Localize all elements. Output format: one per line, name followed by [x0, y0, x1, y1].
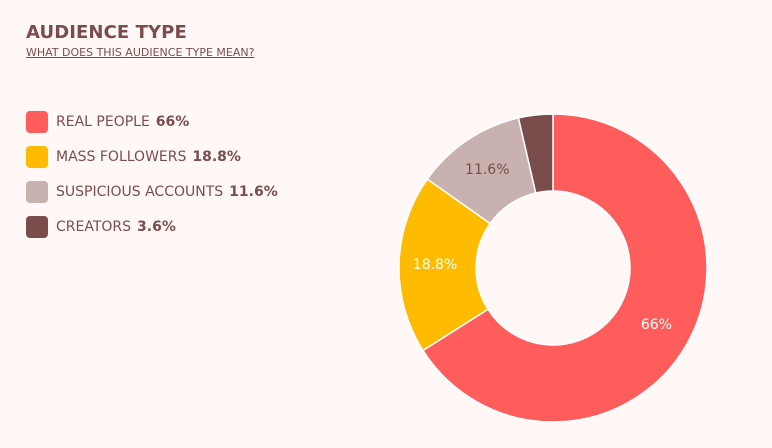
slice-data-label: 66% — [641, 317, 672, 333]
legend-item-mass-followers: MASS FOLLOWERS 18.8% — [26, 145, 278, 169]
legend-item-real-people: REAL PEOPLE 66% — [26, 110, 278, 134]
page-title: AUDIENCE TYPE — [26, 22, 187, 43]
legend-item-creators: CREATORS 3.6% — [26, 215, 278, 239]
donut-slice-creators[interactable] — [517, 113, 554, 194]
legend-value: 3.6% — [137, 219, 176, 235]
legend-value: 66% — [155, 114, 190, 130]
donut-slice-real-people[interactable] — [421, 113, 708, 423]
legend-swatch — [26, 181, 48, 203]
legend-swatch — [26, 111, 48, 133]
legend-label: MASS FOLLOWERS — [56, 149, 187, 165]
slice-data-label: 18.8% — [413, 257, 457, 273]
legend-label: CREATORS — [56, 219, 132, 235]
chart-legend: REAL PEOPLE 66% MASS FOLLOWERS 18.8% SUS… — [26, 110, 278, 250]
legend-label: SUSPICIOUS ACCOUNTS — [56, 184, 224, 200]
legend-value: 11.6% — [229, 184, 278, 200]
legend-swatch — [26, 146, 48, 168]
donut-slice-mass-followers[interactable] — [398, 178, 492, 352]
legend-value: 18.8% — [192, 149, 241, 165]
audience-type-help-link[interactable]: WHAT DOES THIS AUDIENCE TYPE MEAN? — [26, 46, 255, 59]
legend-item-suspicious-accounts: SUSPICIOUS ACCOUNTS 11.6% — [26, 180, 278, 204]
legend-swatch — [26, 216, 48, 238]
slice-data-label: 11.6% — [465, 162, 509, 178]
legend-label: REAL PEOPLE — [56, 114, 150, 130]
